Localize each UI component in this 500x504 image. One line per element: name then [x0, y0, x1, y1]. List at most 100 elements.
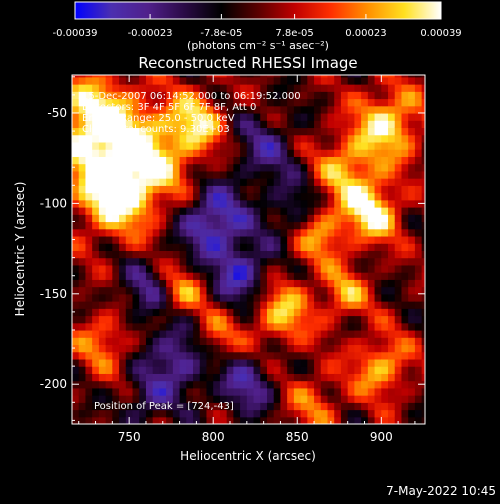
heatmap-cell [206, 134, 214, 143]
heatmap-cell [408, 387, 416, 396]
heatmap-cell [139, 301, 147, 309]
heatmap-cell [159, 322, 167, 331]
heatmap-cell [105, 98, 113, 107]
heatmap-cell [152, 272, 161, 280]
heatmap-cell [408, 308, 416, 317]
heatmap-cell [85, 120, 93, 129]
heatmap-cell [374, 344, 382, 353]
heatmap-cell [213, 279, 221, 288]
heatmap-cell [314, 199, 322, 208]
heatmap-cell [213, 228, 221, 237]
heatmap-cell [347, 250, 355, 259]
heatmap-cell [206, 76, 214, 85]
heatmap-cell [179, 112, 187, 121]
heatmap-cell [334, 141, 342, 150]
heatmap-cell [287, 105, 295, 114]
heatmap-cell [132, 264, 140, 273]
heatmap-cell [213, 337, 221, 346]
heatmap-cell [401, 228, 409, 237]
heatmap-cell [72, 409, 80, 418]
heatmap-cell [320, 409, 329, 418]
heatmap-cell [199, 149, 208, 157]
heatmap-cell [139, 91, 147, 100]
heatmap-cell [421, 243, 425, 251]
heatmap-cell [226, 170, 234, 179]
heatmap-cell [401, 402, 409, 411]
heatmap-cell [340, 402, 349, 411]
heatmap-cell [226, 243, 234, 251]
heatmap-cell [266, 279, 275, 288]
heatmap-cell [219, 402, 228, 411]
heatmap-cell [145, 322, 154, 331]
heatmap-cell [421, 402, 425, 411]
heatmap-cell [273, 250, 282, 259]
heatmap-cell [219, 272, 228, 280]
heatmap-cell [260, 84, 268, 92]
heatmap-cell [112, 257, 120, 266]
heatmap-cell [85, 105, 93, 114]
heatmap-cell [280, 344, 288, 353]
heatmap-cell [98, 134, 107, 143]
heatmap-cell [354, 76, 362, 85]
heatmap-cell [92, 141, 100, 150]
heatmap-cell [213, 156, 221, 165]
heatmap-cell [105, 257, 113, 266]
heatmap-cell [314, 156, 322, 165]
heatmap-cell [307, 235, 315, 244]
heatmap-cell [172, 329, 181, 338]
heatmap-cell [293, 120, 302, 129]
heatmap-cell [300, 91, 308, 100]
heatmap-cell [152, 163, 161, 172]
heatmap-cell [374, 185, 382, 194]
heatmap-cell [145, 134, 154, 143]
heatmap-cell [233, 243, 241, 251]
heatmap-cell [78, 416, 87, 424]
heatmap-cell [253, 185, 261, 194]
heatmap-cell [374, 315, 382, 324]
heatmap-cell [320, 91, 329, 100]
heatmap-cell [233, 351, 241, 360]
heatmap-cell [388, 293, 396, 302]
heatmap-cell [145, 286, 154, 295]
heatmap-cell [260, 214, 268, 223]
heatmap-cell [179, 207, 187, 215]
heatmap-cell [98, 409, 107, 418]
heatmap-cell [166, 149, 174, 157]
heatmap-cell [314, 351, 322, 360]
heatmap-cell [193, 235, 201, 244]
heatmap-cell [253, 84, 261, 92]
heatmap-cell [92, 358, 100, 367]
heatmap-cell [347, 141, 355, 150]
heatmap-cell [186, 149, 194, 157]
heatmap-cell [266, 409, 275, 418]
heatmap-cell [421, 250, 425, 259]
heatmap-cell [78, 98, 87, 107]
heatmap-cell [388, 387, 396, 396]
heatmap-cell [132, 293, 140, 302]
heatmap-cell [293, 286, 302, 295]
heatmap-cell [273, 178, 282, 186]
heatmap-cell [414, 163, 423, 172]
heatmap-cell [166, 380, 174, 389]
heatmap-cell [388, 329, 396, 338]
heatmap-cell [421, 228, 425, 237]
heatmap-cell [280, 409, 288, 418]
heatmap-cell [85, 170, 93, 179]
heatmap-cell [421, 120, 425, 129]
heatmap-cell [408, 235, 416, 244]
heatmap-cell [159, 409, 167, 418]
heatmap-cell [253, 366, 261, 374]
heatmap-cell [186, 127, 194, 136]
heatmap-cell [327, 112, 335, 121]
heatmap-cell [246, 75, 255, 78]
heatmap-cell [394, 134, 403, 143]
heatmap-cell [381, 308, 389, 317]
heatmap-cell [320, 105, 329, 114]
heatmap-cell [166, 329, 174, 338]
heatmap-cell [347, 380, 355, 389]
heatmap-cell [219, 329, 228, 338]
heatmap-cell [112, 235, 120, 244]
heatmap-cell [145, 293, 154, 302]
heatmap-cell [199, 402, 208, 411]
heatmap-cell [381, 344, 389, 353]
